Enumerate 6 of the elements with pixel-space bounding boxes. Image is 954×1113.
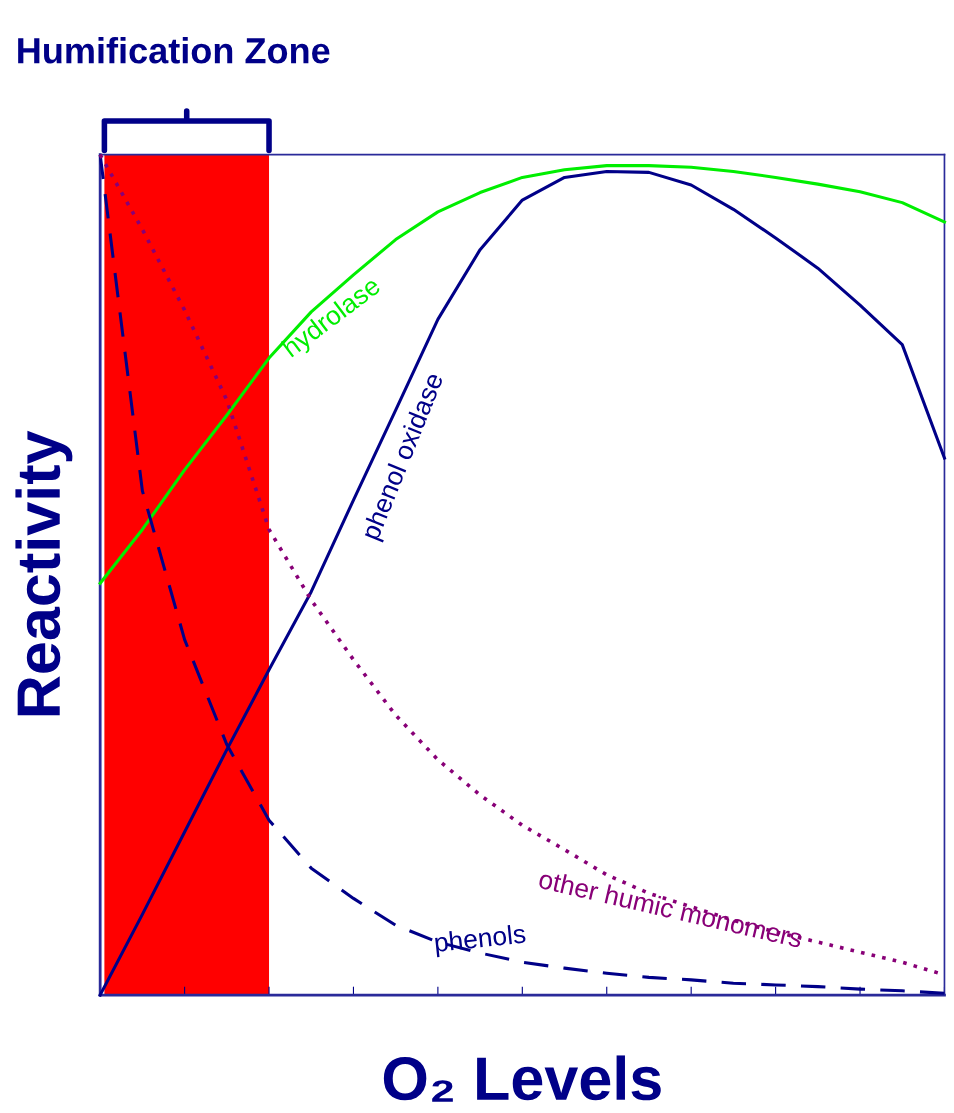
text: other humic monomers <box>538 868 804 949</box>
y-axis-title: Reactivity <box>15 430 73 716</box>
text: phenol oxidase <box>360 371 449 543</box>
x-axis-title: O₂ Levels <box>383 1055 661 1102</box>
text: Humification Zone <box>18 37 330 64</box>
text: phenols <box>434 923 527 958</box>
